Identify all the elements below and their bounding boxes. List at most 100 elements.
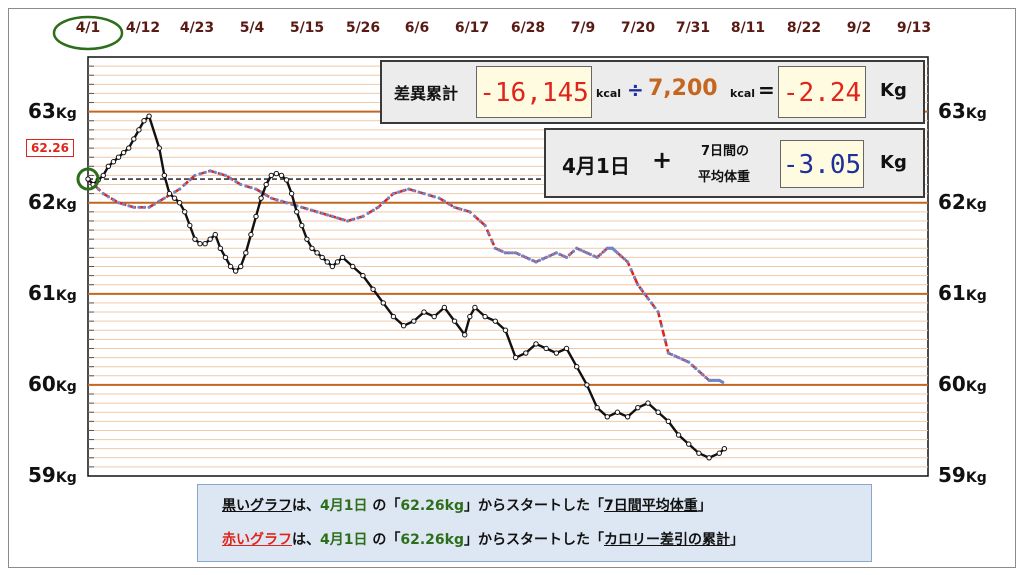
red-series-point [132,205,136,209]
black-series-point [299,222,305,229]
black-series-point [675,432,682,438]
black-series-point [716,450,722,456]
red-series-point [264,193,268,197]
black-series-point [197,241,203,247]
red-text-6: 」からスタートした「 [463,532,604,548]
black-series-point [594,404,600,411]
black-series-point [584,382,590,388]
red-series-point [346,219,350,223]
red-series-point [541,257,545,261]
black-series-point [212,231,218,238]
red-text-8: 」 [729,532,744,548]
red-series-point [517,252,521,256]
black-series-point [441,304,448,311]
red-series-point [437,196,441,200]
black-series-point [350,263,356,270]
y-tick-label-left: 61Kg [28,281,77,305]
red-series-point [493,246,497,250]
legend-line-red: 赤いグラフは、4月1日 の「62.26kg」からスタートした「カロリー差引の累計… [222,529,744,549]
red-series-point [663,338,667,342]
red-series-point [520,254,525,258]
x-tick-label: 5/26 [345,20,381,36]
red-text-3: 4月1日 [320,532,368,548]
black-series-point [329,263,336,270]
red-series-point [448,202,452,206]
black-series-point [319,254,325,261]
red-series-point [325,213,330,217]
unit-kg-1: Kg [880,80,907,101]
red-series-point [643,292,647,296]
red-series-point [305,207,309,211]
red-series-point [249,186,253,190]
red-series-point [335,216,340,220]
equals-sign: = [758,78,775,102]
red-series-point [500,249,504,253]
black-series-point [126,145,132,151]
black-series-point [563,345,570,352]
red-series-point [229,176,233,181]
y-unit: Kg [965,196,987,213]
red-series-point [660,324,664,328]
black-series-point [451,318,458,324]
black-series-point [288,190,295,197]
diff-value: -16,145 [476,66,592,118]
red-series-point [397,190,401,194]
red-series-point [468,210,472,214]
x-tick-label: 8/22 [786,20,822,36]
red-series-point [193,173,197,178]
black-text-4: の「 [367,498,401,514]
red-series-point [510,251,514,255]
red-series-point [568,252,572,256]
black-series-point [278,172,285,179]
black-series-point [105,163,112,170]
red-series-point [407,187,411,191]
red-series-point [366,211,370,215]
y-tick-label-right: 61Kg [938,281,987,305]
red-series-point [376,205,380,209]
red-series-point [269,196,273,200]
black-series-point [263,181,269,188]
red-series-point [721,380,725,384]
black-series-point [217,245,224,251]
diff-label: 差異累計 [394,84,459,103]
black-series-point [334,259,341,265]
red-series-point [534,260,538,264]
red-series-point [561,254,565,258]
red-series-point [592,254,596,258]
x-tick-label: 9/2 [846,20,872,36]
red-series-point [619,254,623,258]
black-series-point [472,304,478,311]
y-tick-label-left: 62Kg [28,190,77,214]
black-series-point [502,327,509,333]
avg-value: -3.05 [780,140,864,188]
black-series-point [512,354,519,361]
black-series-point [380,300,386,306]
black-series-point [273,170,280,177]
red-series-point [173,190,177,194]
black-text-6: 」からスタートした「 [463,498,604,514]
black-series-point [294,209,300,215]
red-series-point [697,369,701,373]
black-series-point [696,450,702,456]
red-series-point [427,193,431,197]
red-series-point [137,205,141,209]
red-series-point [646,296,650,300]
red-series-point [213,170,217,175]
black-series-point [268,172,274,179]
x-tick-label: 4/23 [179,20,215,36]
red-series-point [704,375,708,380]
x-tick-label: 7/20 [620,20,656,36]
y-tick-label-right: 63Kg [938,99,987,123]
red-series-point [320,211,324,215]
x-tick-label: 7/9 [570,20,596,36]
red-series-point [101,192,105,196]
y-value: 62 [938,189,966,214]
black-series-point [238,263,244,270]
red-series-point [629,268,633,272]
red-text-4: の「 [367,532,401,548]
red-series-point [564,255,569,259]
y-tick-label-right: 62Kg [938,190,987,214]
red-series-point [458,207,462,211]
unit-kg-2: Kg [880,152,907,173]
